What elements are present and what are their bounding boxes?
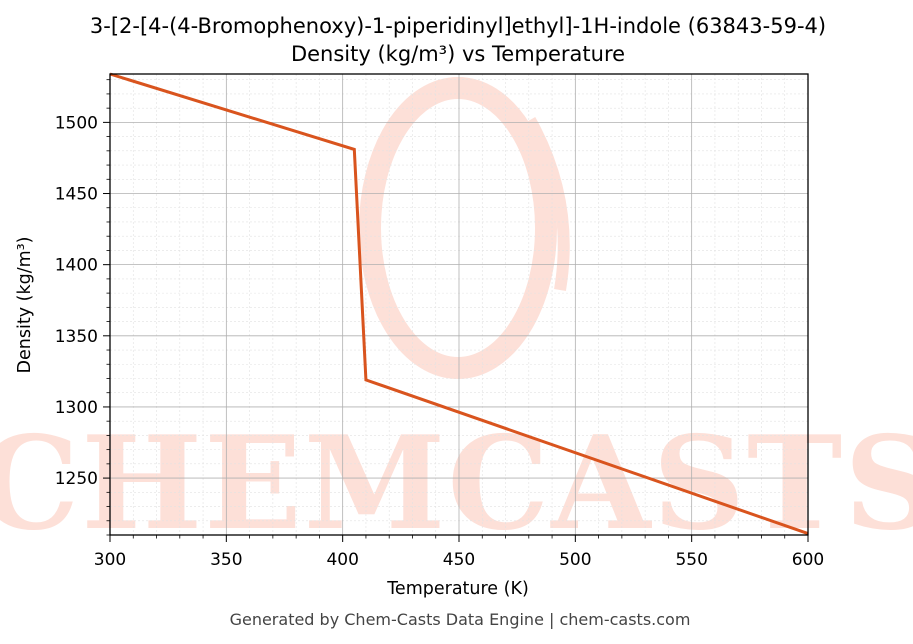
y-tick-label: 1450 — [55, 185, 98, 205]
watermark: CHEMCASTS — [0, 77, 913, 559]
x-tick-label: 350 — [210, 550, 242, 570]
x-tick-label: 300 — [94, 550, 126, 570]
x-tick-labels: 300 350 400 450 500 550 600 — [94, 550, 824, 570]
x-axis-label: Temperature (K) — [386, 579, 529, 599]
x-tick-label: 550 — [675, 550, 707, 570]
x-tick-label: 600 — [792, 550, 824, 570]
y-tick-labels: 1250 1300 1350 1400 1450 1500 — [55, 113, 98, 489]
y-tick-label: 1250 — [55, 469, 98, 489]
density-series-line — [109, 72, 809, 535]
watermark-text: CHEMCASTS — [0, 409, 913, 559]
y-axis-label: Density (kg/m³) — [15, 237, 35, 374]
x-tick-label: 500 — [559, 550, 591, 570]
series-layer — [109, 72, 809, 535]
chart-title: 3-[2-[4-(4-Bromophenoxy)-1-piperidinyl]e… — [90, 14, 826, 38]
chart-subtitle: Density (kg/m³) vs Temperature — [291, 42, 625, 66]
y-tick-label: 1500 — [55, 113, 98, 133]
y-tick-label: 1350 — [55, 327, 98, 347]
footer-credit: Generated by Chem-Casts Data Engine | ch… — [230, 610, 691, 629]
ticks — [103, 79, 809, 542]
x-tick-label: 450 — [443, 550, 475, 570]
y-tick-label: 1300 — [55, 398, 98, 418]
x-tick-label: 400 — [326, 550, 358, 570]
y-tick-label: 1400 — [55, 256, 98, 276]
watermark-swirl-logo — [359, 77, 570, 379]
